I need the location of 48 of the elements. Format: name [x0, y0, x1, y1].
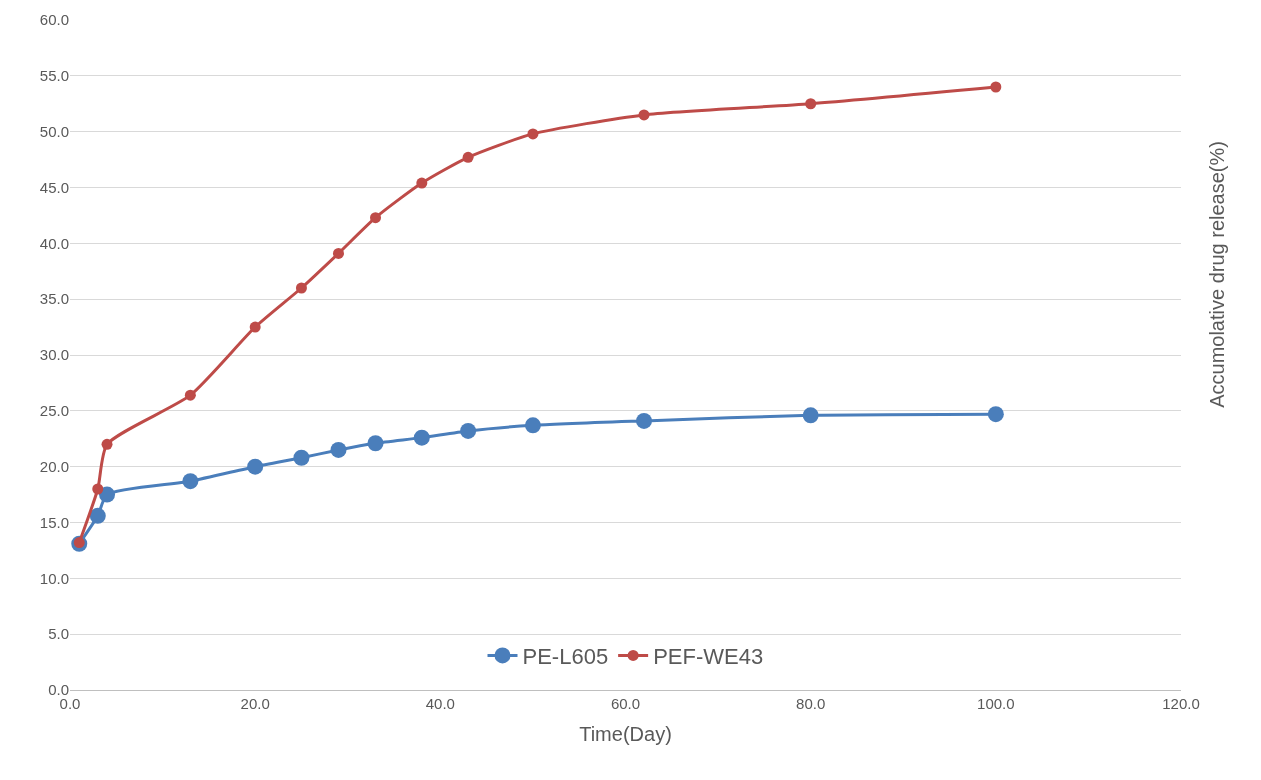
point [293, 449, 310, 466]
y-tick-label: 50.0 [39, 122, 69, 140]
point [638, 109, 650, 121]
y-tick-label: 60.0 [39, 11, 69, 29]
point [92, 483, 104, 495]
y-tick-label: 15.0 [39, 513, 69, 531]
point [462, 151, 474, 163]
point [247, 458, 264, 475]
point [460, 422, 477, 439]
point [330, 441, 347, 458]
point [805, 98, 817, 110]
y-axis-title: Accumolative drug release(%) [1205, 141, 1228, 408]
x-tick-label: 40.0 [425, 695, 455, 712]
point [99, 486, 116, 503]
y-tick-label: 35.0 [39, 290, 69, 308]
point [416, 177, 428, 189]
y-tick-label: 45.0 [39, 178, 69, 196]
point [184, 389, 196, 401]
y-tick-label: 25.0 [39, 402, 69, 420]
y-tick-label: 10.0 [39, 569, 69, 587]
point [249, 321, 261, 333]
y-tick-label: 5.0 [48, 625, 69, 643]
x-tick-label: 20.0 [240, 695, 270, 712]
point [370, 212, 382, 224]
x-axis-title: Time(Day) [579, 722, 672, 745]
point [987, 406, 1004, 423]
y-tick-label: 55.0 [39, 67, 69, 85]
y-tick-label: 40.0 [39, 234, 69, 252]
legend-label: PE-L605 [522, 643, 609, 669]
point [367, 435, 384, 452]
point [332, 247, 344, 259]
x-tick-label: 100.0 [977, 695, 1015, 712]
point [89, 507, 106, 524]
x-tick-label: 60.0 [610, 695, 641, 712]
point [527, 128, 539, 140]
point [101, 438, 113, 450]
point [636, 412, 653, 429]
point [413, 429, 430, 446]
point [524, 417, 541, 434]
point [802, 407, 819, 424]
x-tick-label: 80.0 [796, 695, 826, 712]
x-tick-label: 120.0 [1162, 695, 1200, 712]
point [295, 282, 307, 294]
point [182, 473, 199, 490]
point [990, 81, 1002, 93]
legend-label: PEF-WE43 [653, 643, 764, 669]
y-tick-label: 20.0 [39, 457, 69, 475]
y-tick-label: 30.0 [39, 346, 69, 364]
